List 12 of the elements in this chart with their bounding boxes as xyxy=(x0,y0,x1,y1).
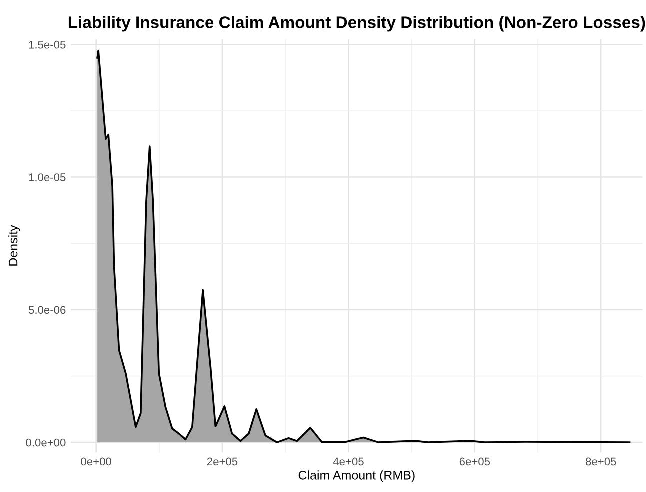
y-tick-label: 1.0e-05 xyxy=(29,174,66,182)
x-tick-label: 6e+05 xyxy=(460,458,490,466)
chart-title: Liability Insurance Claim Amount Density Distribution (Non-Zero Losses) xyxy=(68,16,646,32)
y-tick-label: 5.0e-06 xyxy=(28,306,66,314)
y-tick-label: 1.5e-05 xyxy=(29,40,66,49)
x-tick-label: 0e+00 xyxy=(81,458,112,466)
x-axis-title: Claim Amount (RMB) xyxy=(298,470,415,482)
y-tick-label: 0.0e+00 xyxy=(26,438,66,447)
x-tick-label: 2e+05 xyxy=(207,458,238,466)
y-axis-title: Density xyxy=(8,225,20,266)
x-tick-label: 8e+05 xyxy=(586,458,616,466)
x-tick-label: 4e+05 xyxy=(333,458,364,466)
